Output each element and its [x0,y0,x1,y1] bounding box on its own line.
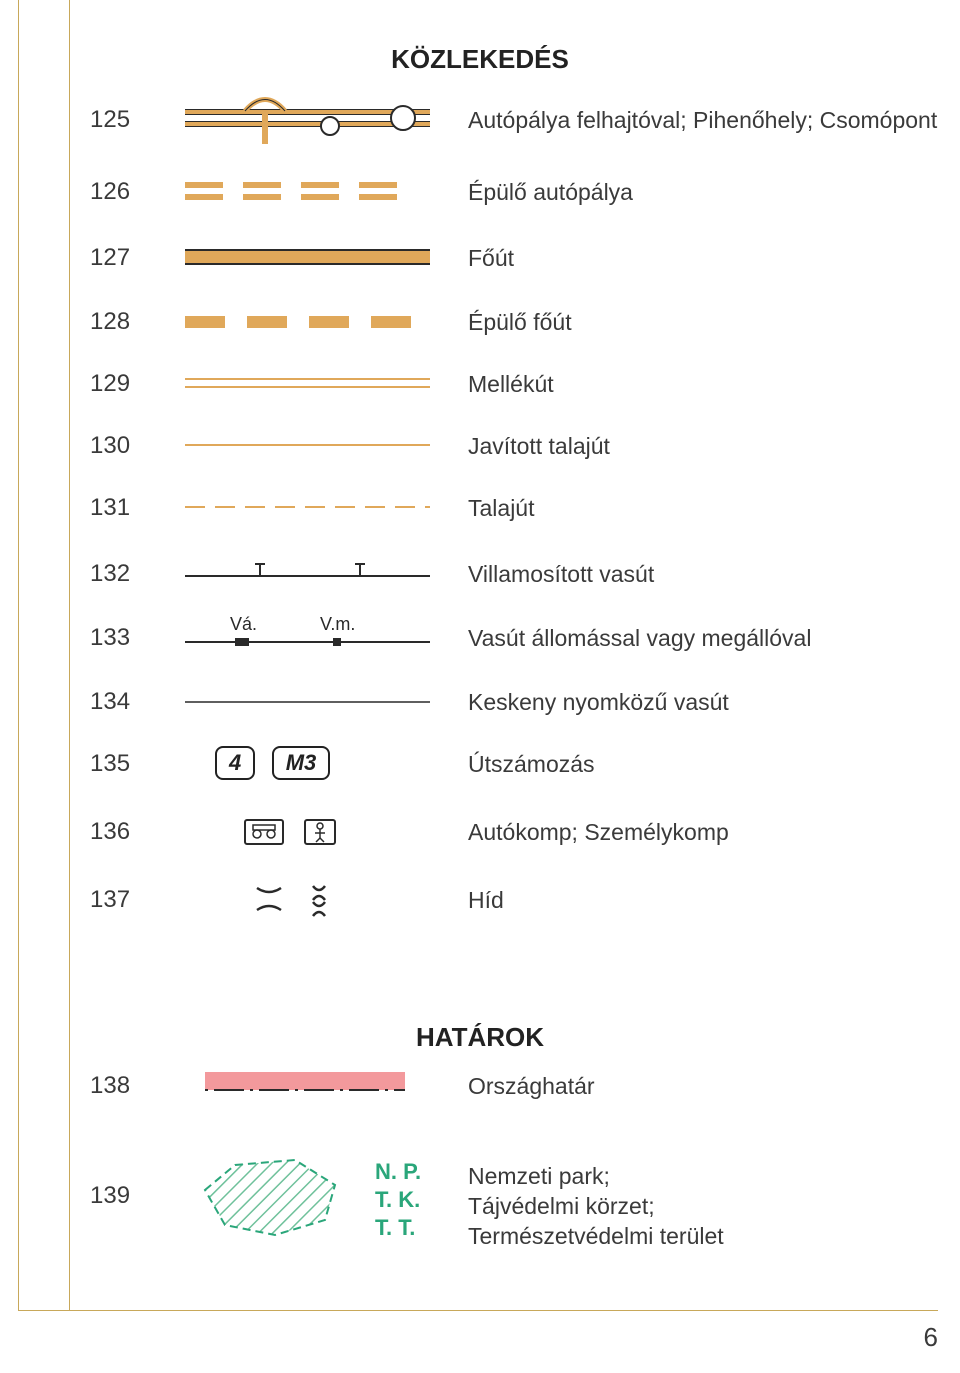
legend-row: 138 Országhatár [0,1062,960,1122]
row-number: 129 [90,370,130,398]
legend-row: 127 Főút [0,234,960,294]
legend-row: 136 Autókomp; Személykomp [0,808,960,868]
row-desc: Híd [468,886,504,916]
row-desc: Javított talajút [468,432,610,462]
road-shield-m3: M3 [272,746,331,780]
row-desc: Villamosított vasút [468,560,654,590]
bridge-icon [185,876,430,924]
station-label: Vá. [230,614,257,634]
main-road-icon [185,234,430,282]
legend-row: 130 Javított talajút [0,422,960,482]
legend-row: 135 4 M3 Útszámozás [0,740,960,800]
row-number: 136 [90,818,130,846]
row-number: 138 [90,1072,130,1100]
section-title-transport: KÖZLEKEDÉS [0,44,960,75]
row-number: 126 [90,178,130,206]
tt-label: T. T. [375,1214,415,1243]
motorway-icon [185,96,430,144]
secondary-road-icon [185,360,430,408]
row-desc: Épülő autópálya [468,178,633,208]
legend-row: 125 Autópálya felhajtóval; Pihenőhely; C… [0,96,960,156]
legend-row: 126 Épülő autópálya [0,168,960,228]
legend-row: 129 Mellékút [0,360,960,420]
legend-row: 137 Híd [0,876,960,936]
row-desc: Autópálya felhajtóval; Pihenőhely; Csomó… [468,106,937,136]
narrow-gauge-icon [185,678,430,726]
road-shield-4: 4 [215,746,255,780]
legend-row: 133 Vá. V.m. Vasút állomással vagy megál… [0,614,960,674]
row-desc: Keskeny nyomközű vasút [468,688,729,718]
section-title-borders: HATÁROK [0,1022,960,1053]
row-number: 133 [90,624,130,652]
row-number: 132 [90,560,130,588]
main-road-construction-icon [185,298,430,346]
row-desc: Országhatár [468,1072,595,1102]
row-number: 139 [90,1182,130,1210]
row-number: 135 [90,750,130,778]
row-number: 137 [90,886,130,914]
legend-row: 132 Villamosított vasút [0,550,960,610]
tk-label: T. K. [375,1186,420,1215]
row-desc: Autókomp; Személykomp [468,818,729,848]
row-desc: Mellékút [468,370,554,400]
row-number: 127 [90,244,130,272]
np-label: N. P. [375,1158,421,1187]
row-desc: Útszámozás [468,750,595,780]
row-number: 134 [90,688,130,716]
motorway-construction-icon [185,168,430,216]
road-shield-icon: 4 M3 [185,746,430,794]
legend-row: 134 Keskeny nyomközű vasút [0,678,960,738]
row-desc: Vasút állomással vagy megállóval [468,624,811,654]
country-border-icon [185,1062,430,1110]
stop-label: V.m. [320,614,355,634]
row-desc: Nemzeti park; Tájvédelmi körzet; Termész… [468,1162,724,1252]
improved-dirt-road-icon [185,422,430,470]
legend-page: 6 KÖZLEKEDÉS HATÁROK 125 Autópálya felh [0,0,960,1373]
row-desc: Talajút [468,494,534,524]
row-number: 128 [90,308,130,336]
page-number: 6 [924,1322,938,1353]
row-number: 131 [90,494,130,522]
rail-station-icon: Vá. V.m. [185,614,430,662]
bottom-rule [18,1310,938,1311]
legend-row: 131 Talajút [0,484,960,544]
dirt-road-icon [185,484,430,532]
legend-row: 139 N. P. T. K. T. T. Nemzeti park; Tájv… [0,1150,960,1260]
legend-row: 128 Épülő főút [0,298,960,358]
row-number: 130 [90,432,130,460]
row-desc: Főút [468,244,514,274]
ferry-icon [185,808,430,856]
nature-area-icon: N. P. T. K. T. T. [185,1150,475,1250]
electrified-rail-icon [185,550,430,598]
row-desc: Épülő főút [468,308,572,338]
row-number: 125 [90,106,130,134]
